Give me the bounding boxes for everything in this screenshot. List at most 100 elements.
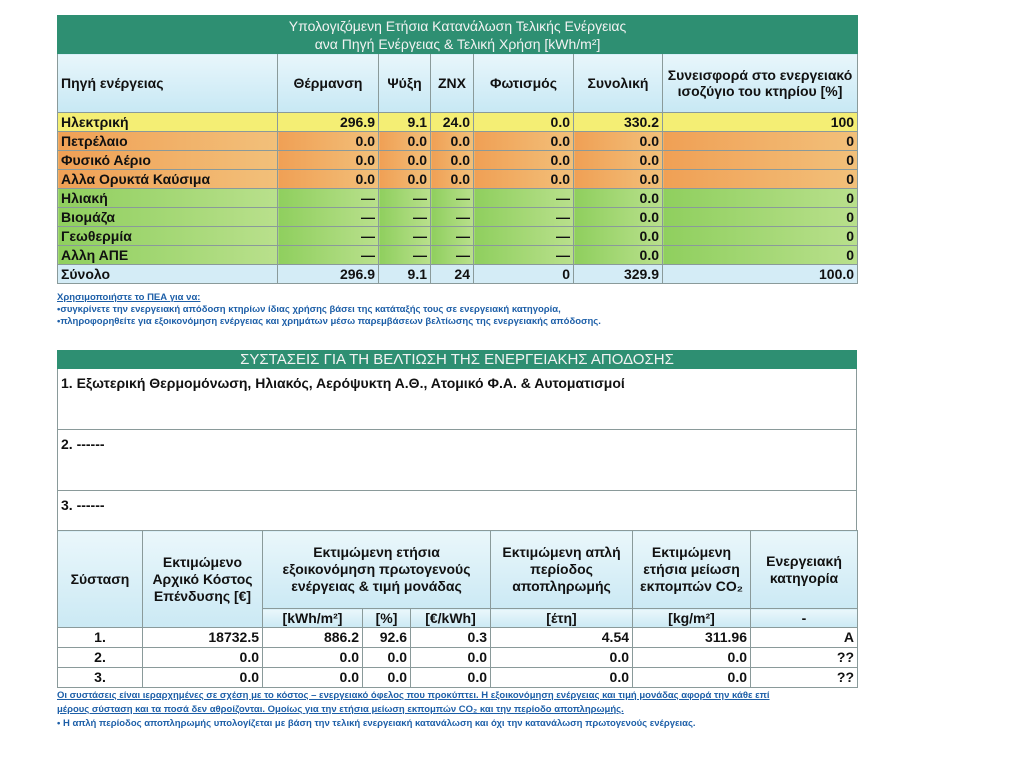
value-cell: —	[473, 226, 574, 246]
table-row: Ηλιακή — — — —0.0 0	[57, 188, 859, 208]
value-cell: 0.0	[277, 131, 379, 151]
value-cell: 0.0	[142, 647, 263, 668]
table-row: Πετρέλαιο 0.0 0.0 0.0 0.0 0.0 0	[57, 131, 859, 151]
value-cell: 0.0	[262, 667, 363, 688]
value-cell: —	[430, 188, 474, 208]
value-cell: —	[277, 245, 379, 265]
value-cell: 0.0	[142, 667, 263, 688]
value-cell: 0.0	[573, 207, 663, 227]
total-value: 100.0	[661, 264, 859, 284]
value-cell: 0.0	[473, 169, 574, 189]
value-cell: 100	[661, 112, 859, 132]
column-header: ΖΝΧ	[430, 53, 474, 113]
value-cell: 0	[661, 150, 859, 170]
total-value: 9.1	[378, 264, 431, 284]
value-cell: A	[750, 627, 859, 648]
recommendation-number: 3.	[57, 667, 143, 688]
column-header: Θέρμανση	[277, 53, 379, 113]
savings-table: Σύσταση Εκτιμώμενο Αρχικό Κόστος Επένδυσ…	[57, 530, 859, 688]
total-value: 296.9	[277, 264, 379, 284]
value-cell: 0.0	[409, 647, 492, 668]
value-cell: 0.0	[632, 647, 752, 668]
value-cell: 0.0	[409, 667, 492, 688]
column-header: Φωτισμός	[473, 53, 574, 113]
value-cell: ??	[750, 647, 859, 668]
value-cell: —	[473, 245, 574, 265]
table-row: Βιομάζα — — — —0.0 0	[57, 207, 859, 227]
unit-header: -	[750, 608, 859, 628]
header-category: Ενεργειακή κατηγορία	[750, 530, 859, 609]
value-cell: 0.0	[362, 647, 411, 668]
value-cell: 0	[661, 207, 859, 227]
value-cell: 0.0	[573, 131, 663, 151]
value-cell: 0	[661, 226, 859, 246]
value-cell: 18732.5	[142, 627, 263, 648]
table-row: Ηλεκτρική 296.9 9.1 24.0 0.0 330.2 100	[57, 112, 859, 132]
energy-source: Αλλη ΑΠΕ	[57, 245, 278, 265]
table-row: Φυσικό Αέριο 0.0 0.0 0.0 0.0 0.0 0	[57, 150, 859, 170]
value-cell: 0.0	[573, 150, 663, 170]
value-cell: —	[378, 226, 431, 246]
value-cell: 0.0	[573, 188, 663, 208]
savings-notes: Οι συστάσεις είναι ιεραρχημένες σε σχέση…	[57, 690, 770, 729]
column-header: Ψύξη	[378, 53, 431, 113]
unit-header: [έτη]	[490, 608, 634, 628]
total-label: Σύνολο	[57, 264, 278, 284]
recommendations-table: ΣΥΣΤΑΣΕΙΣ ΓΙΑ ΤΗ ΒΕΛΤΙΩΣΗ ΤΗΣ ΕΝΕΡΓΕΙΑΚΗ…	[57, 350, 857, 552]
value-cell: 0.0	[362, 667, 411, 688]
value-cell: 296.9	[277, 112, 379, 132]
energy-source: Ηλεκτρική	[57, 112, 278, 132]
column-header: Συνολική	[573, 53, 663, 113]
consumption-table: Υπολογιζόμενη Ετήσια Κατανάλωση Τελικής …	[56, 15, 859, 284]
value-cell: —	[430, 207, 474, 227]
value-cell: 0.0	[632, 667, 752, 688]
value-cell: —	[378, 245, 431, 265]
value-cell: —	[277, 188, 379, 208]
total-value: 0	[473, 264, 574, 284]
value-cell: 0.0	[262, 647, 363, 668]
unit-header: [kWh/m²]	[262, 608, 363, 628]
value-cell: 4.54	[490, 627, 634, 648]
value-cell: 0	[661, 131, 859, 151]
consumption-title: Υπολογιζόμενη Ετήσια Κατανάλωση Τελικής …	[56, 15, 859, 54]
header-co2: Εκτιμώμενη ετήσια μείωση εκπομπών CO₂	[632, 530, 752, 609]
value-cell: 92.6	[362, 627, 411, 648]
energy-source: Βιομάζα	[57, 207, 278, 227]
column-header: Πηγή ενέργειας	[57, 53, 278, 113]
recommendations-title: ΣΥΣΤΑΣΕΙΣ ΓΙΑ ΤΗ ΒΕΛΤΙΩΣΗ ΤΗΣ ΕΝΕΡΓΕΙΑΚΗ…	[57, 350, 857, 369]
value-cell: 330.2	[573, 112, 663, 132]
value-cell: —	[473, 207, 574, 227]
value-cell: —	[277, 226, 379, 246]
value-cell: 0.0	[277, 169, 379, 189]
value-cell: —	[430, 226, 474, 246]
energy-source: Πετρέλαιο	[57, 131, 278, 151]
energy-source: Αλλα Ορυκτά Καύσιμα	[57, 169, 278, 189]
value-cell: 0.0	[430, 169, 474, 189]
recommendation-number: 1.	[57, 627, 143, 648]
value-cell: 0	[661, 169, 859, 189]
value-cell: 0.0	[430, 150, 474, 170]
value-cell: —	[378, 188, 431, 208]
value-cell: 0.3	[409, 627, 492, 648]
value-cell: 9.1	[378, 112, 431, 132]
value-cell: 0.0	[430, 131, 474, 151]
value-cell: 0.0	[473, 131, 574, 151]
energy-source: Γεωθερμία	[57, 226, 278, 246]
table-row: 1. 18732.5 886.2 92.6 0.3 4.54 311.96 A	[57, 627, 859, 648]
total-value: 24	[430, 264, 474, 284]
value-cell: 0.0	[573, 169, 663, 189]
header-savings: Εκτιμώμενη ετήσια εξοικονόμηση πρωτογενο…	[261, 530, 492, 609]
value-cell: 0.0	[573, 245, 663, 265]
value-cell: —	[378, 207, 431, 227]
value-cell: 0.0	[573, 226, 663, 246]
header-payback: Εκτιμώμενη απλή περίοδος αποπληρωμής	[490, 530, 634, 609]
unit-header: [€/kWh]	[409, 608, 492, 628]
table-row: 3. 0.0 0.0 0.0 0.0 0.0 0.0??	[57, 667, 859, 688]
value-cell: 0.0	[378, 169, 431, 189]
consumption-notes: Χρησιμοποιήστε το ΠΕΑ για να: •συγκρίνετ…	[57, 292, 601, 327]
value-cell: 0.0	[473, 150, 574, 170]
unit-header: [%]	[362, 608, 411, 628]
table-row: Αλλη ΑΠΕ — — — —0.0 0	[57, 245, 859, 265]
value-cell: ??	[750, 667, 859, 688]
table-row: Αλλα Ορυκτά Καύσιμα 0.0 0.0 0.0 0.0 0.0 0	[57, 169, 859, 189]
